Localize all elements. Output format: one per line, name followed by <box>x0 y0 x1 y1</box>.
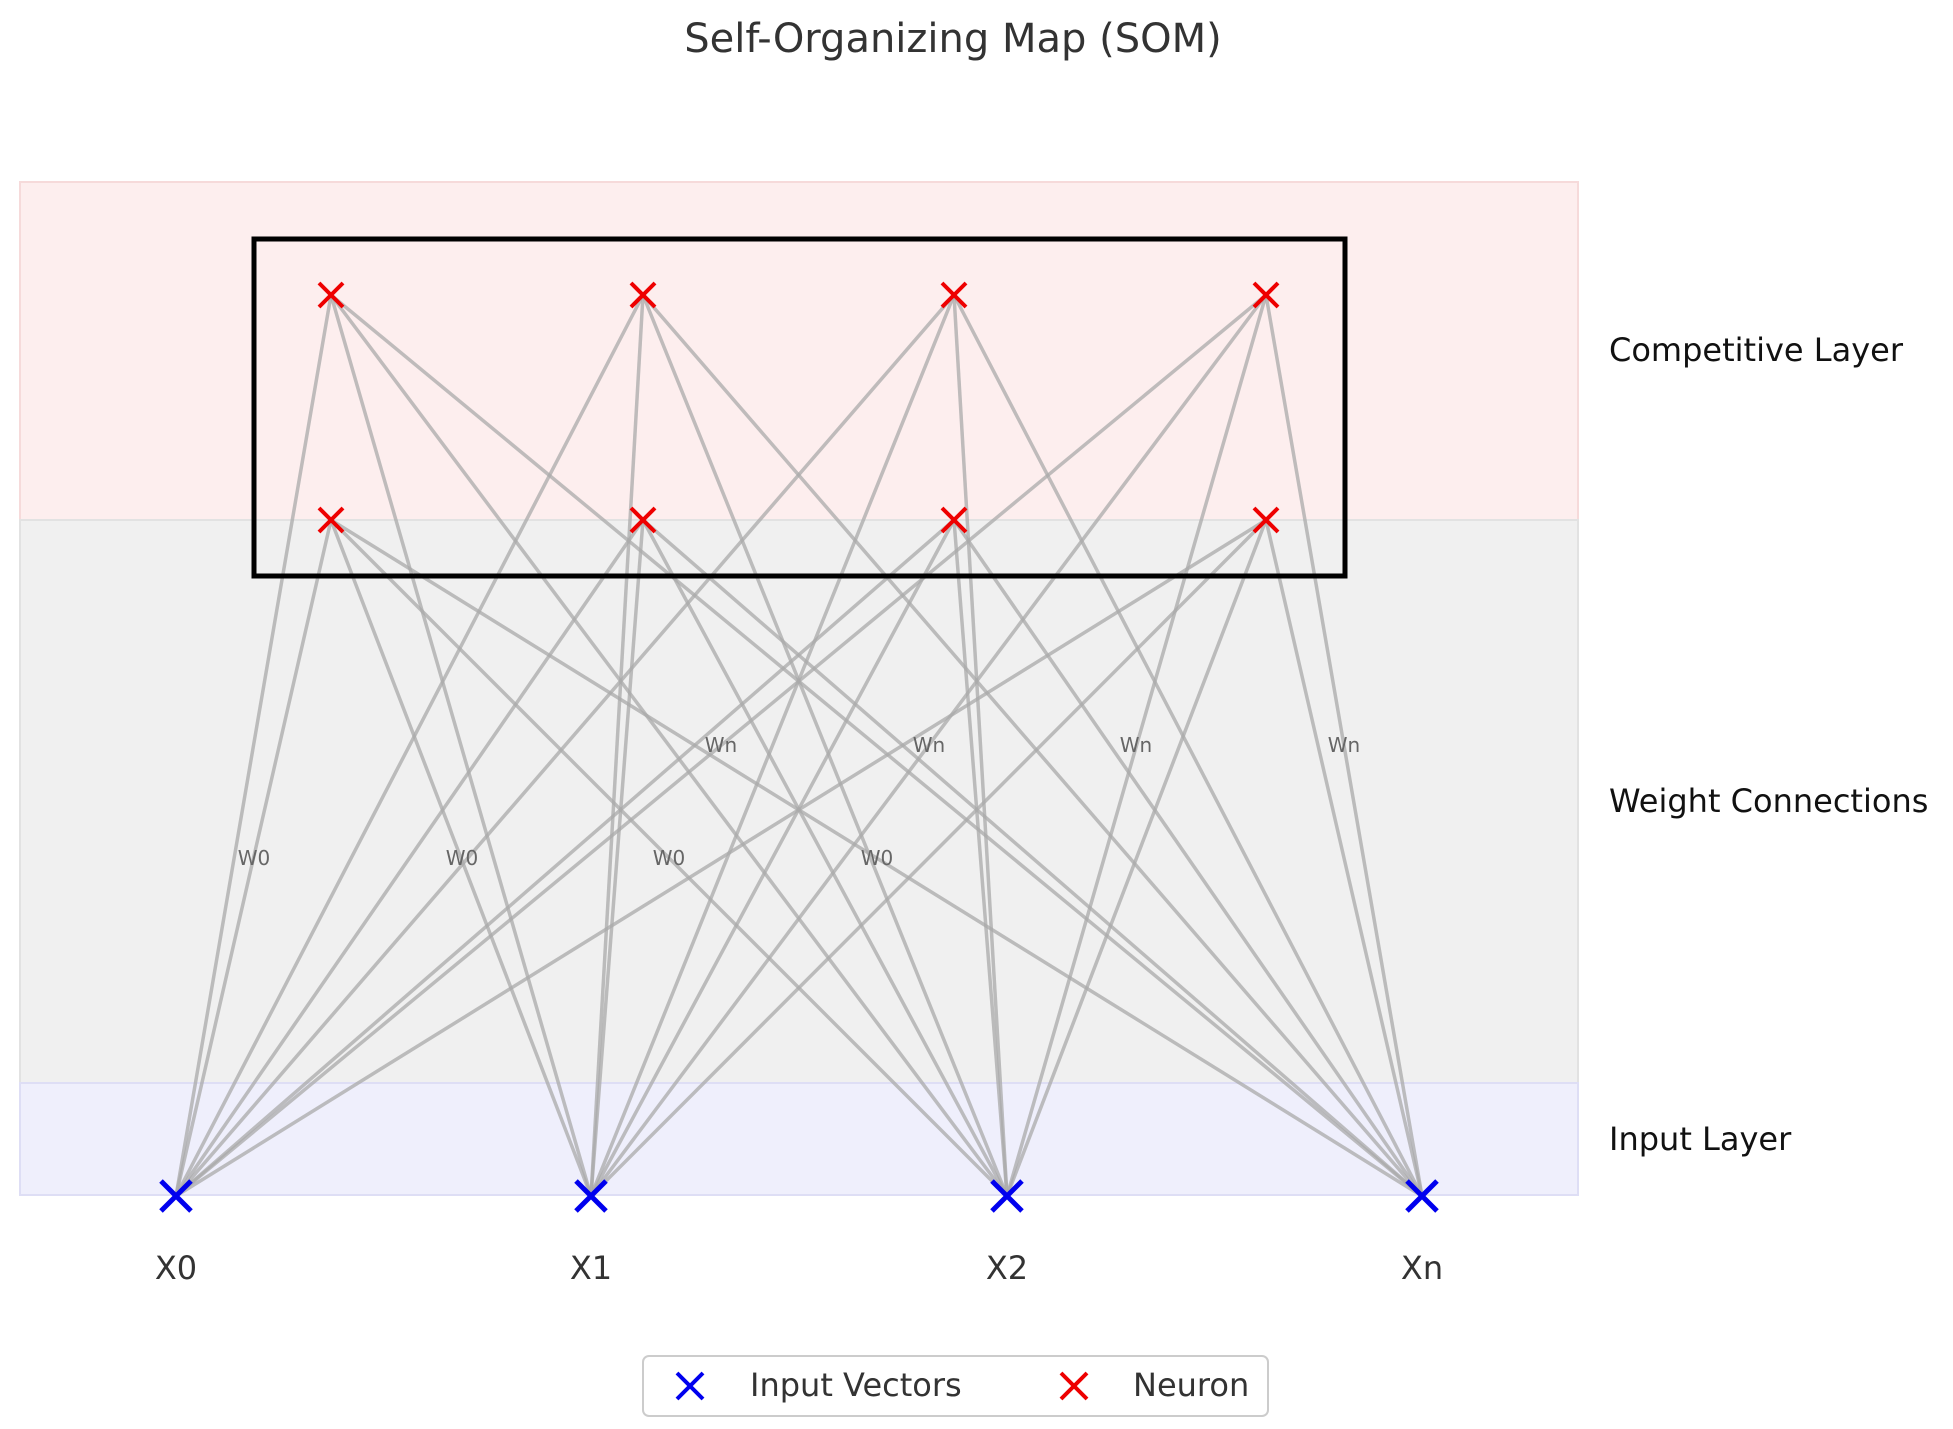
weight-labels: W0 W0 W0 W0 Wn Wn Wn Wn <box>238 733 1360 870</box>
weight-label-upper: Wn <box>705 733 737 757</box>
input-vector-marker <box>574 1179 608 1213</box>
weight-connections-label: Weight Connections <box>1609 782 1928 820</box>
connection-line <box>589 518 1268 1198</box>
connection-line <box>329 293 1424 1198</box>
input-label-xn: Xn <box>1401 1249 1443 1287</box>
competitive-layer-label: Competitive Layer <box>1609 331 1904 369</box>
connection-line <box>952 294 1424 1197</box>
neuron-marker <box>940 506 968 534</box>
legend-neuron-label: Neuron <box>1133 1366 1249 1404</box>
neuron-marker <box>629 506 657 534</box>
connection-line <box>589 294 645 1197</box>
input-layer-label: Input Layer <box>1609 1120 1792 1158</box>
legend-neuron-marker-icon <box>1059 1371 1089 1401</box>
connection-line <box>589 519 956 1197</box>
connection-line <box>174 293 956 1198</box>
input-label-x0: X0 <box>155 1249 197 1287</box>
neuron-marker <box>317 506 345 534</box>
weight-label-lower: W0 <box>446 846 479 870</box>
neuron-markers <box>317 281 1280 534</box>
layer-labels: Competitive Layer Weight Connections Inp… <box>1609 331 1928 1158</box>
connection-line <box>175 518 1267 1198</box>
connection-line <box>174 519 333 1197</box>
legend-box <box>642 1355 1269 1417</box>
input-labels: X0 X1 X2 Xn <box>155 1249 1443 1287</box>
connection-line <box>952 519 1009 1197</box>
connection-line <box>329 293 1009 1198</box>
neuron-marker <box>940 281 968 309</box>
connection-line <box>329 294 593 1197</box>
weight-label-lower: W0 <box>653 846 686 870</box>
connection-line <box>589 293 1268 1198</box>
connection-line <box>174 294 645 1197</box>
input-vector-marker <box>159 1179 193 1213</box>
weight-label-upper: Wn <box>1120 733 1152 757</box>
input-label-x1: X1 <box>570 1249 612 1287</box>
connection-line <box>1005 519 1268 1197</box>
connection-line <box>329 519 593 1197</box>
weight-label-upper: Wn <box>1328 733 1360 757</box>
connection-line <box>641 519 1009 1197</box>
input-label-x2: X2 <box>986 1249 1028 1287</box>
connection-line <box>174 294 333 1197</box>
neuron-marker <box>629 281 657 309</box>
connection-line <box>952 519 1424 1197</box>
weight-connections <box>174 293 1424 1198</box>
weight-label-upper: Wn <box>913 733 945 757</box>
diagram-title: Self-Organizing Map (SOM) <box>684 16 1221 62</box>
legend: Input Vectors Neuron <box>642 1355 1269 1417</box>
weight-label-lower: W0 <box>861 846 894 870</box>
input-markers <box>159 1179 1439 1213</box>
connection-line <box>1005 294 1268 1197</box>
connection-line <box>174 519 645 1197</box>
connection-line <box>589 519 645 1197</box>
connection-line <box>1264 294 1424 1197</box>
input-layer-band <box>19 1082 1579 1196</box>
weight-label-lower: W0 <box>238 846 271 870</box>
input-vector-marker <box>990 1179 1024 1213</box>
connection-line <box>174 293 1268 1198</box>
neuron-marker <box>317 281 345 309</box>
weight-connections-band <box>19 519 1579 1084</box>
connection-line <box>641 518 1424 1198</box>
legend-input-vectors-marker-icon <box>675 1371 705 1401</box>
neuron-marker <box>1252 281 1280 309</box>
input-vector-marker <box>1405 1179 1439 1213</box>
legend-input-vectors-label: Input Vectors <box>750 1366 962 1404</box>
connection-line <box>330 518 1423 1198</box>
connection-line <box>589 294 956 1197</box>
competitive-grid-frame <box>251 236 1348 579</box>
connection-line <box>174 518 956 1198</box>
connection-line <box>1264 519 1424 1197</box>
connection-line <box>952 294 1009 1197</box>
connection-line <box>329 518 1009 1198</box>
neuron-marker <box>1252 506 1280 534</box>
connection-line <box>641 294 1009 1197</box>
connection-line <box>641 293 1424 1198</box>
